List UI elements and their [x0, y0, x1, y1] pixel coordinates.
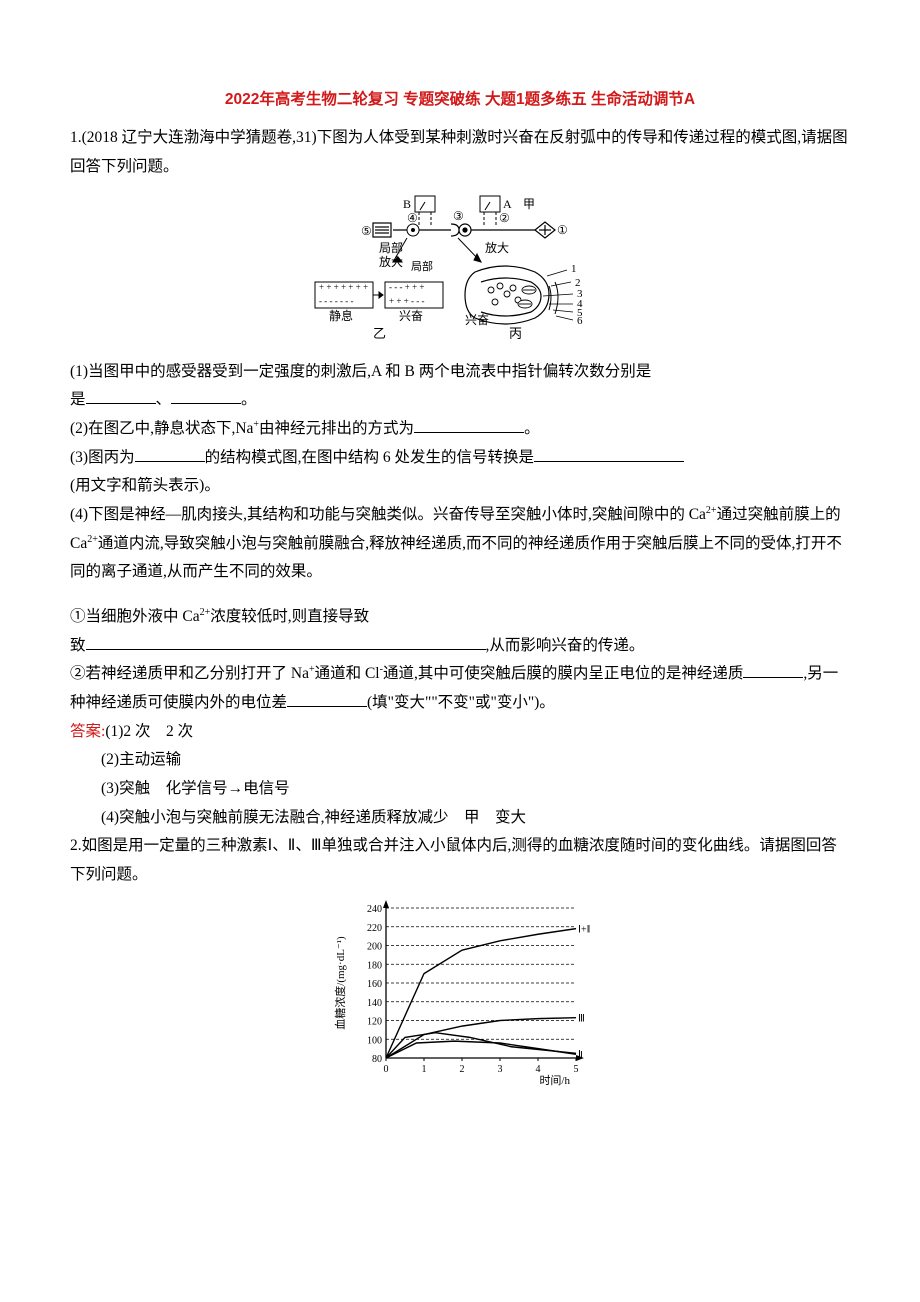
- label-jia: 甲: [523, 197, 535, 211]
- blank: [86, 389, 156, 404]
- svg-text:2: 2: [460, 1064, 465, 1075]
- q1-p1-line2: 是、。: [70, 386, 850, 415]
- svg-text:0: 0: [384, 1064, 389, 1075]
- svg-text:100: 100: [367, 1035, 382, 1046]
- svg-text:4: 4: [536, 1064, 541, 1075]
- svg-text:Ⅱ: Ⅱ: [578, 1050, 583, 1061]
- label-fangda2: 放大: [485, 240, 509, 255]
- blank: [743, 663, 803, 678]
- svg-text:Ⅲ: Ⅲ: [578, 1013, 585, 1024]
- svg-text:1: 1: [422, 1064, 427, 1075]
- q1-p5-l1: ①当细胞外液中 Ca2+浓度较低时,则直接导致: [70, 603, 850, 632]
- label-c5: ⑤: [361, 224, 372, 238]
- label-bing: 丙: [509, 326, 522, 341]
- spacer: [70, 587, 850, 603]
- svg-text:+ + + + + + +: + + + + + + +: [319, 282, 368, 292]
- svg-text:120: 120: [367, 1016, 382, 1027]
- q1-p2: (2)在图乙中,静息状态下,Na+由神经元排出的方式为。: [70, 415, 850, 444]
- q1-p1: (1)当图甲中的感受器受到一定强度的刺激后,A 和 B 两个电流表中指针偏转次数…: [70, 358, 850, 387]
- svg-text:- - - - - - -: - - - - - - -: [319, 296, 353, 306]
- q1-p1-text: (1)当图甲中的感受器受到一定强度的刺激后,A 和 B 两个电流表中指针偏转次数…: [70, 363, 651, 380]
- label-jubu1: 局部: [379, 240, 403, 255]
- blank: [414, 418, 524, 433]
- label-jubu2: 局部: [411, 259, 433, 273]
- q1-p4: (4)下图是神经—肌肉接头,其结构和功能与突触类似。兴奋传导至突触小体时,突触间…: [70, 501, 850, 587]
- answer-3: (3)突触 化学信号→电信号: [70, 775, 850, 804]
- svg-text:Ⅰ+Ⅱ+Ⅲ: Ⅰ+Ⅱ+Ⅲ: [578, 924, 590, 935]
- blank: [534, 447, 684, 462]
- label-c4: ④: [407, 211, 418, 225]
- svg-text:- - - + + +: - - - + + +: [389, 282, 424, 292]
- label-B: B: [403, 197, 411, 211]
- svg-text:160: 160: [367, 979, 382, 990]
- label-xingfen1: 兴奋: [399, 309, 423, 323]
- svg-text:240: 240: [367, 904, 382, 915]
- page-title: 2022年高考生物二轮复习 专题突破练 大题1题多练五 生命活动调节A: [70, 86, 850, 115]
- q2-header: 2.如图是用一定量的三种激素Ⅰ、Ⅱ、Ⅲ单独或合并注入小鼠体内后,测得的血糖浓度随…: [70, 832, 850, 889]
- svg-text:时间/h: 时间/h: [539, 1074, 570, 1087]
- svg-text:5: 5: [574, 1064, 579, 1075]
- svg-text:140: 140: [367, 997, 382, 1008]
- svg-text:220: 220: [367, 922, 382, 933]
- svg-text:3: 3: [498, 1064, 503, 1075]
- q2-chart: 80 100 120 140 160 180 200 220 240 0 1 2 3 4 5 血糖浓度/(mg…: [70, 898, 850, 1088]
- page: 2022年高考生物二轮复习 专题突破练 大题1题多练五 生命活动调节A 1.(2…: [0, 0, 920, 1136]
- label-fangda1: 放大: [379, 254, 403, 269]
- svg-text:+ + + - - -: + + + - - -: [389, 296, 424, 306]
- label-A: A: [503, 197, 512, 211]
- svg-text:200: 200: [367, 941, 382, 952]
- label-xingfen2: 兴奋: [465, 313, 489, 327]
- blank: [135, 447, 205, 462]
- blank: [287, 692, 367, 707]
- blank: [86, 635, 486, 650]
- q1-diagram: B A 甲 ⑤ ④: [70, 190, 850, 350]
- label-c3: ③: [453, 209, 464, 223]
- blank: [171, 389, 241, 404]
- answer-4: (4)突触小泡与突触前膜无法融合,神经递质释放减少 甲 变大: [70, 804, 850, 833]
- q1-p3-l2: (用文字和箭头表示)。: [70, 472, 850, 501]
- svg-text:180: 180: [367, 960, 382, 971]
- q1-header: 1.(2018 辽宁大连渤海中学猜题卷,31)下图为人体受到某种刺激时兴奋在反射…: [70, 124, 850, 181]
- answer-1: 答案:(1)2 次 2 次: [70, 718, 850, 747]
- svg-text:血糖浓度/(mg·dL⁻¹): 血糖浓度/(mg·dL⁻¹): [333, 936, 347, 1030]
- q1-p3-l1: (3)图丙为的结构模式图,在图中结构 6 处发生的信号转换是: [70, 444, 850, 473]
- label-n1: 1: [571, 263, 577, 275]
- svg-text:80: 80: [372, 1054, 382, 1065]
- label-yi: 乙: [373, 326, 386, 341]
- q1-p6: ②若神经递质甲和乙分别打开了 Na+通道和 Cl-通道,其中可使突触后膜的膜内呈…: [70, 660, 850, 717]
- label-jingxi: 静息: [329, 308, 353, 323]
- q1-p5-l2: 致,从而影响兴奋的传递。: [70, 632, 850, 661]
- answer-2: (2)主动运输: [70, 746, 850, 775]
- label-n6: 6: [577, 315, 583, 327]
- label-c2: ②: [499, 211, 510, 225]
- label-c1: ①: [557, 223, 568, 237]
